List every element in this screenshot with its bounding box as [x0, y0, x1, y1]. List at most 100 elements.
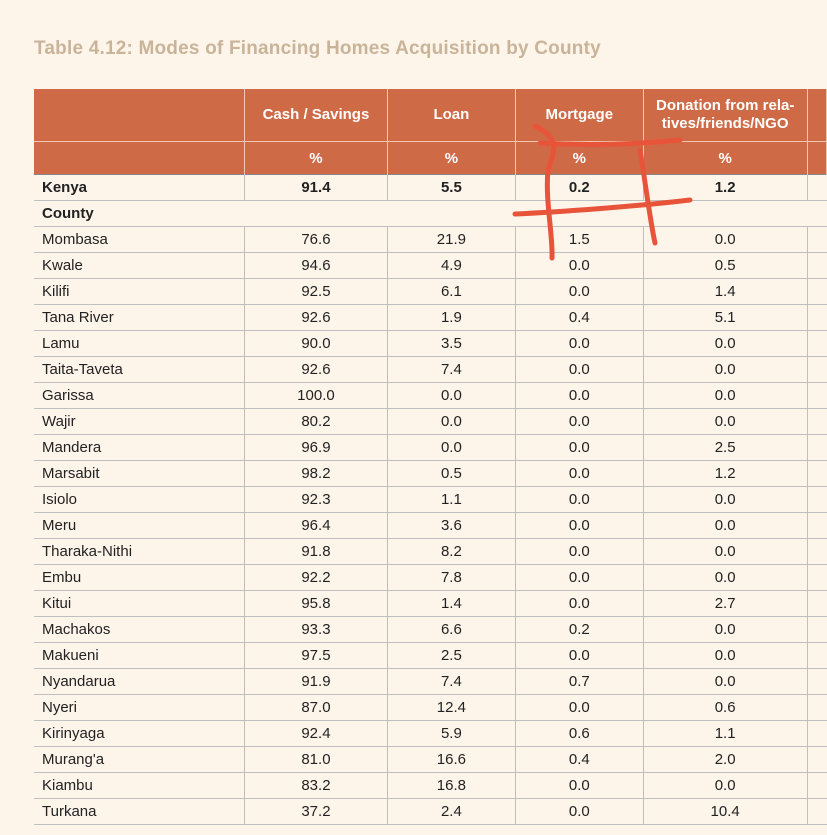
kenya-row: Kenya 91.4 5.5 0.2 1.2	[34, 174, 827, 201]
county-name: Turkana	[34, 798, 245, 825]
cell-mortgage: 0.0	[515, 460, 644, 487]
county-name: Nyandarua	[34, 668, 245, 695]
county-name: Kitui	[34, 590, 245, 617]
cell-extra	[807, 798, 827, 825]
cell-mortgage: 0.0	[515, 772, 644, 799]
header-loan: Loan	[387, 89, 516, 142]
cell-donation: 0.0	[643, 772, 808, 799]
cell-donation: 0.0	[643, 564, 808, 591]
header-extra	[807, 89, 827, 142]
cell-loan: 7.4	[387, 668, 516, 695]
header-donation-label: Donation from rela- tives/friends/NGO	[655, 97, 795, 132]
county-name: Marsabit	[34, 460, 245, 487]
cell-loan: 12.4	[387, 694, 516, 721]
header-blank	[34, 89, 245, 142]
cell-loan: 3.5	[387, 330, 516, 357]
cell-cash: 76.6	[244, 226, 388, 253]
cell-mortgage: 0.0	[515, 278, 644, 305]
kenya-loan: 5.5	[387, 174, 516, 201]
cell-cash: 98.2	[244, 460, 388, 487]
cell-cash: 92.4	[244, 720, 388, 747]
cell-extra	[807, 252, 827, 279]
cell-mortgage: 0.0	[515, 330, 644, 357]
cell-extra	[807, 486, 827, 513]
cell-mortgage: 0.0	[515, 694, 644, 721]
cell-donation: 0.0	[643, 642, 808, 669]
county-name: Kiambu	[34, 772, 245, 799]
cell-donation: 0.0	[643, 408, 808, 435]
county-name: Garissa	[34, 382, 245, 409]
table-row: Mandera 96.9 0.0 0.0 2.5	[34, 434, 827, 461]
cell-donation: 0.6	[643, 694, 808, 721]
cell-donation: 0.5	[643, 252, 808, 279]
cell-extra	[807, 772, 827, 799]
cell-cash: 96.9	[244, 434, 388, 461]
table-row: Kirinyaga 92.4 5.9 0.6 1.1	[34, 720, 827, 747]
table-row: Machakos 93.3 6.6 0.2 0.0	[34, 616, 827, 643]
cell-extra	[807, 382, 827, 409]
cell-donation: 10.4	[643, 798, 808, 825]
cell-extra	[807, 642, 827, 669]
unit-donation: %	[643, 141, 808, 175]
county-name: Kilifi	[34, 278, 245, 305]
cell-cash: 95.8	[244, 590, 388, 617]
cell-mortgage: 0.0	[515, 486, 644, 513]
county-name: Makueni	[34, 642, 245, 669]
cell-loan: 16.6	[387, 746, 516, 773]
cell-donation: 0.0	[643, 330, 808, 357]
cell-loan: 7.8	[387, 564, 516, 591]
cell-cash: 96.4	[244, 512, 388, 539]
cell-mortgage: 0.0	[515, 434, 644, 461]
unit-blank	[34, 141, 245, 175]
cell-donation: 1.4	[643, 278, 808, 305]
cell-mortgage: 0.2	[515, 616, 644, 643]
cell-donation: 0.0	[643, 382, 808, 409]
cell-cash: 94.6	[244, 252, 388, 279]
cell-loan: 6.6	[387, 616, 516, 643]
cell-loan: 1.1	[387, 486, 516, 513]
cell-loan: 7.4	[387, 356, 516, 383]
table-row: Nyandarua 91.9 7.4 0.7 0.0	[34, 668, 827, 695]
table-row: Taita-Taveta 92.6 7.4 0.0 0.0	[34, 356, 827, 383]
kenya-extra	[807, 174, 827, 201]
cell-mortgage: 0.0	[515, 408, 644, 435]
cell-extra	[807, 564, 827, 591]
cell-loan: 0.5	[387, 460, 516, 487]
county-name: Meru	[34, 512, 245, 539]
cell-extra	[807, 226, 827, 253]
cell-extra	[807, 278, 827, 305]
county-name: Lamu	[34, 330, 245, 357]
kenya-label: Kenya	[34, 174, 245, 201]
cell-cash: 90.0	[244, 330, 388, 357]
cell-mortgage: 0.0	[515, 512, 644, 539]
unit-cash: %	[244, 141, 388, 175]
table-row: Makueni 97.5 2.5 0.0 0.0	[34, 642, 827, 669]
cell-loan: 16.8	[387, 772, 516, 799]
kenya-cash: 91.4	[244, 174, 388, 201]
table-row: Tana River 92.6 1.9 0.4 5.1	[34, 304, 827, 331]
cell-mortgage: 1.5	[515, 226, 644, 253]
unit-mortgage: %	[515, 141, 644, 175]
cell-mortgage: 0.4	[515, 304, 644, 331]
cell-mortgage: 0.7	[515, 668, 644, 695]
cell-donation: 2.5	[643, 434, 808, 461]
county-header-row: County	[34, 200, 827, 227]
cell-cash: 87.0	[244, 694, 388, 721]
county-name: Isiolo	[34, 486, 245, 513]
header-donation: Donation from rela- tives/friends/NGO	[643, 89, 808, 142]
county-name: Taita-Taveta	[34, 356, 245, 383]
cell-donation: 0.0	[643, 226, 808, 253]
cell-extra	[807, 408, 827, 435]
table-row: Marsabit 98.2 0.5 0.0 1.2	[34, 460, 827, 487]
table-row: Embu 92.2 7.8 0.0 0.0	[34, 564, 827, 591]
table-row: Kwale 94.6 4.9 0.0 0.5	[34, 252, 827, 279]
cell-mortgage: 0.0	[515, 356, 644, 383]
financing-table: Cash / Savings Loan Mortgage Donation fr…	[34, 89, 827, 825]
cell-cash: 100.0	[244, 382, 388, 409]
cell-extra	[807, 746, 827, 773]
cell-extra	[807, 460, 827, 487]
county-name: Tharaka-Nithi	[34, 538, 245, 565]
table-row: Lamu 90.0 3.5 0.0 0.0	[34, 330, 827, 357]
cell-loan: 21.9	[387, 226, 516, 253]
cell-donation: 1.1	[643, 720, 808, 747]
